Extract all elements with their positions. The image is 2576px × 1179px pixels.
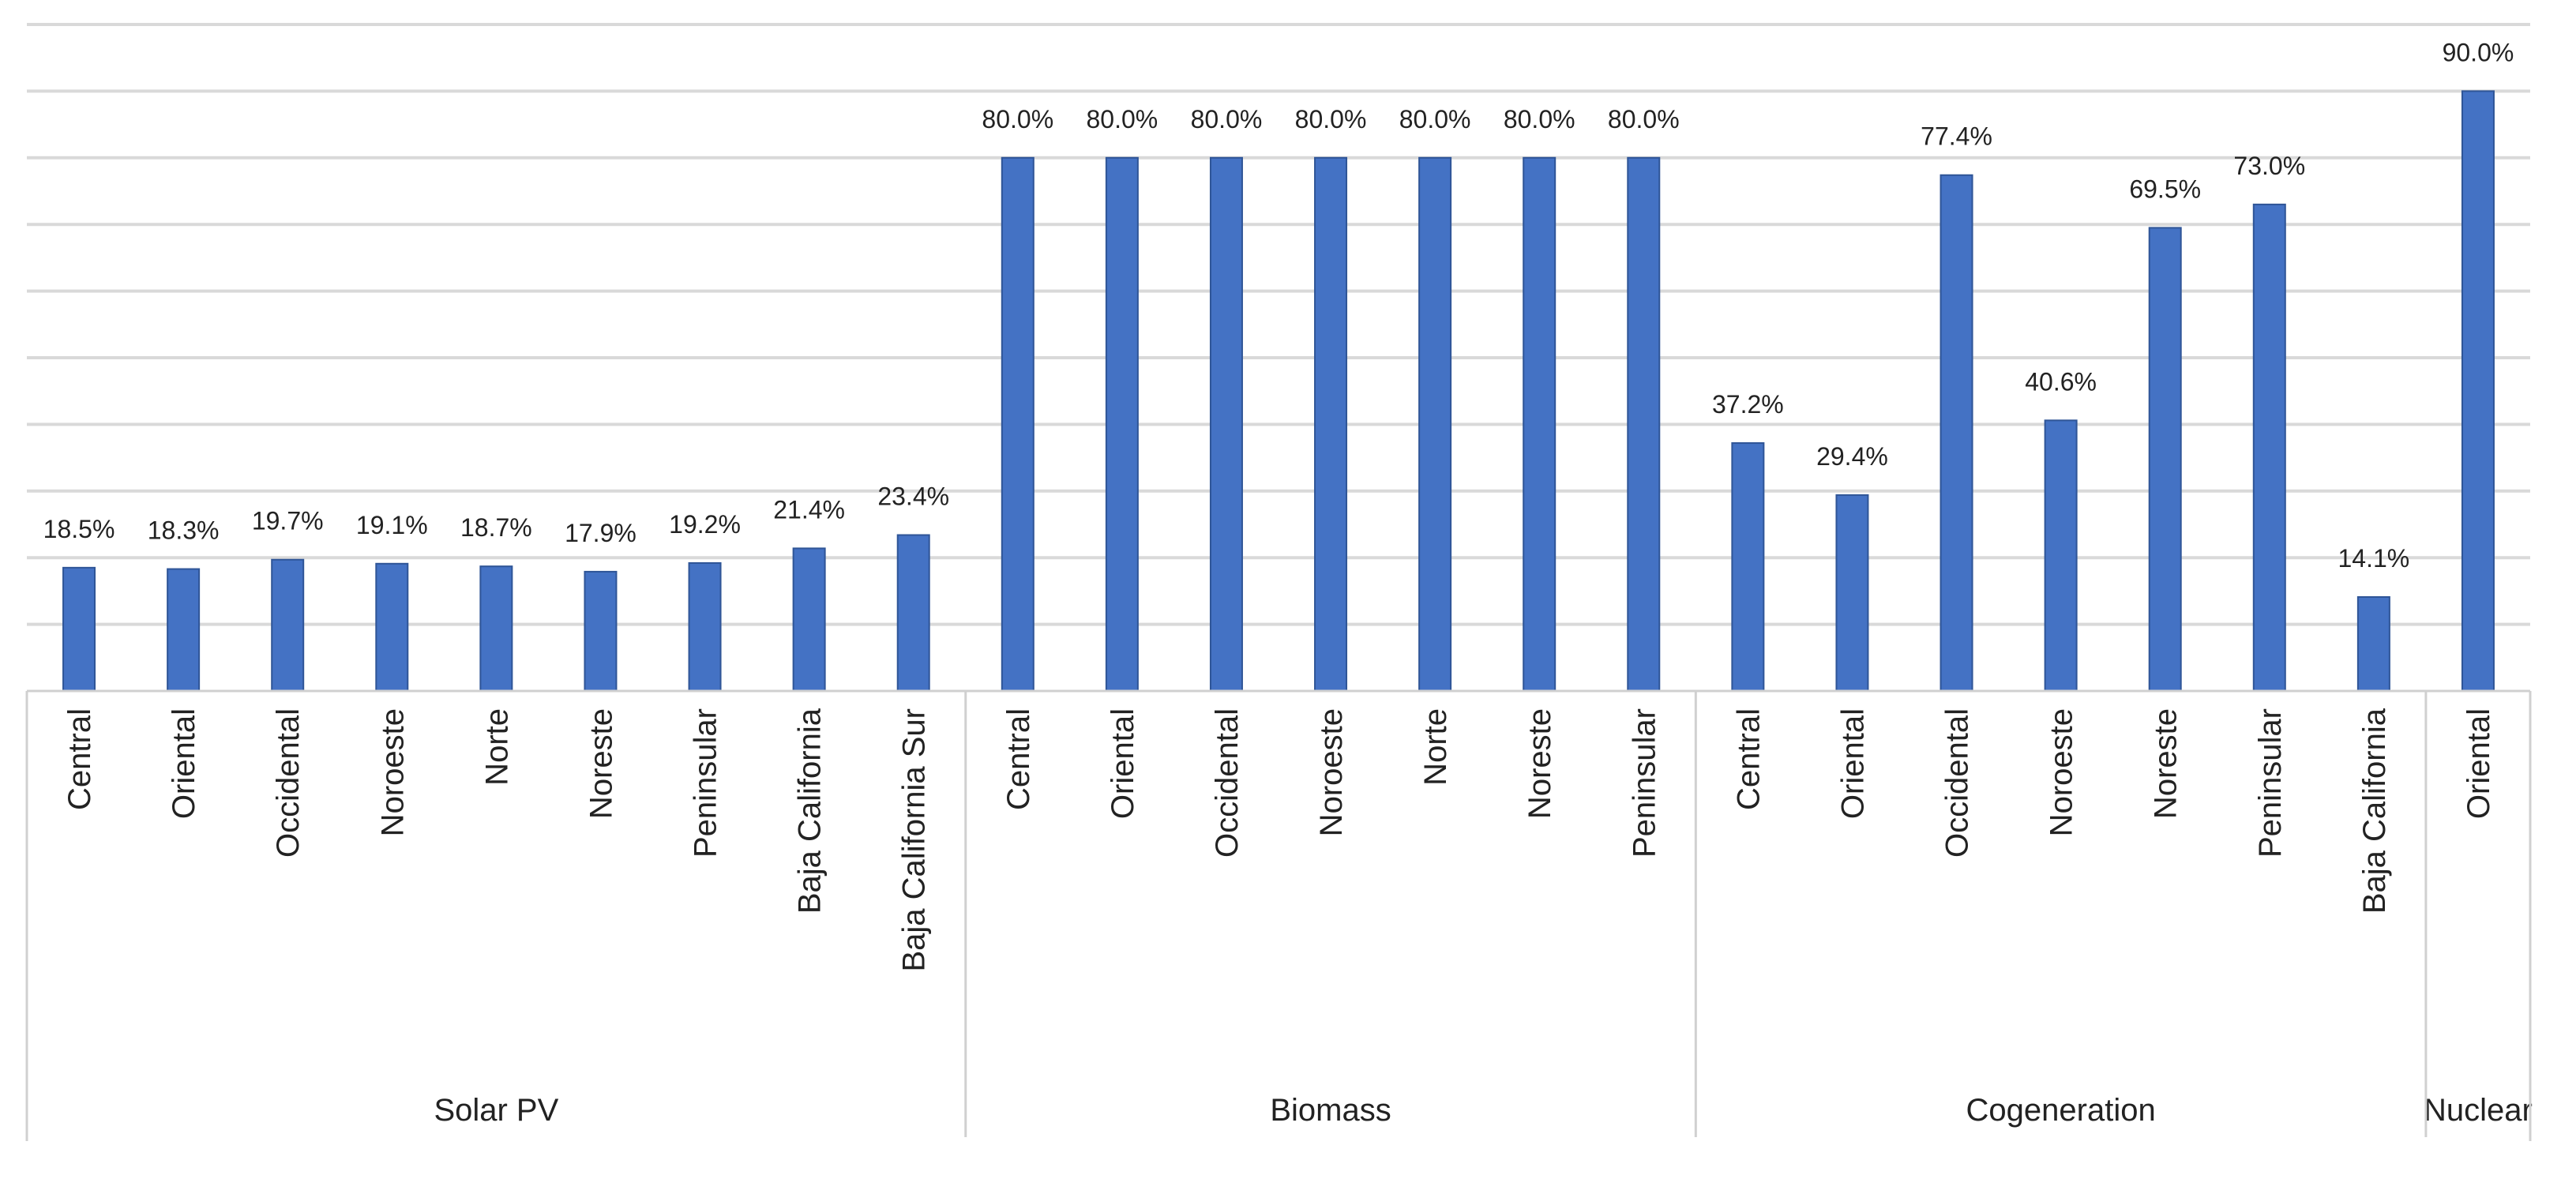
category-axis: Central Oriental Occidental Noroeste Norte No…	[25, 689, 2533, 1141]
bar	[584, 570, 618, 693]
x-tick-label: Central	[1731, 708, 1766, 810]
bar	[2148, 227, 2182, 693]
data-label: 18.5%	[43, 515, 115, 543]
bar	[1940, 174, 1973, 692]
data-label: 90.0%	[2443, 38, 2514, 66]
data-label: 69.5%	[2129, 175, 2201, 203]
data-label: 80.0%	[1504, 105, 1575, 133]
x-tick-label: Norte	[1418, 708, 1453, 786]
x-tick-label: Noroeste	[1314, 708, 1349, 836]
data-label: 19.1%	[356, 511, 428, 539]
data-label: 40.6%	[2025, 367, 2097, 396]
bar	[2356, 595, 2390, 692]
data-label: 37.2%	[1712, 390, 1784, 419]
data-label: 21.4%	[773, 495, 845, 524]
bar	[167, 568, 201, 692]
x-tick-label: Peninsular	[1627, 708, 1662, 858]
bar	[375, 562, 409, 693]
x-tick-label: Noreste	[584, 708, 618, 819]
bar	[2461, 90, 2495, 692]
gridlines	[27, 23, 2530, 626]
x-tick-label: Peninsular	[2253, 708, 2288, 858]
bar	[1209, 156, 1243, 693]
data-label: 23.4%	[877, 482, 949, 511]
group-label: Solar PV	[434, 1093, 558, 1128]
x-tick-label: Occidental	[271, 708, 306, 858]
x-tick-label: Norte	[479, 708, 514, 786]
x-tick-label: Noreste	[2149, 708, 2184, 819]
x-tick-label: Occidental	[1940, 708, 1975, 858]
data-label: 14.1%	[2338, 544, 2410, 573]
data-labels: 18.5% 18.3% 19.7% 19.1% 18.7% 17.9% 19.2% 21.4%…	[43, 38, 2514, 573]
bar	[1314, 156, 1348, 693]
data-label: 80.0%	[1191, 105, 1263, 133]
bar	[792, 547, 826, 692]
data-label: 80.0%	[1399, 105, 1471, 133]
bar	[1418, 156, 1452, 693]
data-label: 29.4%	[1816, 442, 1888, 471]
data-label: 17.9%	[565, 519, 636, 547]
x-tick-label: Baja California	[793, 708, 828, 914]
group-label: Nuclear	[2424, 1093, 2533, 1128]
x-tick-label: Peninsular	[689, 708, 723, 858]
bar	[271, 558, 305, 692]
x-tick-label: Noroeste	[375, 708, 410, 836]
x-tick-label: Noroeste	[2045, 708, 2079, 836]
bar	[1627, 156, 1661, 693]
bar	[479, 565, 513, 692]
bar	[2252, 203, 2286, 692]
x-tick-label: Occidental	[1210, 708, 1245, 858]
group-label: Cogeneration	[1966, 1093, 2156, 1128]
data-label: 80.0%	[982, 105, 1053, 133]
data-label: 19.7%	[252, 507, 324, 535]
bar	[62, 566, 96, 692]
x-tick-label: Central	[62, 708, 97, 810]
x-tick-label: Noreste	[1523, 708, 1557, 819]
x-tick-label: Baja California Sur	[897, 708, 932, 972]
data-label: 73.0%	[2233, 152, 2305, 180]
bar	[1105, 156, 1139, 693]
bar	[688, 561, 722, 693]
bar	[1731, 442, 1765, 692]
data-label: 80.0%	[1295, 105, 1367, 133]
x-tick-label: Oriental	[167, 708, 201, 819]
bar	[1835, 494, 1869, 693]
data-label: 18.3%	[148, 516, 220, 545]
data-label: 77.4%	[1921, 122, 1992, 151]
bar	[1523, 156, 1556, 693]
x-tick-label: Oriental	[1106, 708, 1140, 819]
bar	[2044, 419, 2078, 692]
x-tick-label: Central	[1001, 708, 1036, 810]
x-tick-label: Baja California	[2357, 708, 2392, 914]
x-tick-label: Oriental	[1835, 708, 1870, 819]
data-label: 80.0%	[1608, 105, 1680, 133]
group-label: Biomass	[1270, 1093, 1391, 1128]
data-label: 80.0%	[1087, 105, 1158, 133]
bar	[1001, 156, 1035, 693]
x-tick-label: Oriental	[2461, 708, 2496, 819]
data-label: 18.7%	[460, 513, 532, 542]
bar	[896, 534, 930, 693]
data-label: 19.2%	[669, 510, 741, 539]
